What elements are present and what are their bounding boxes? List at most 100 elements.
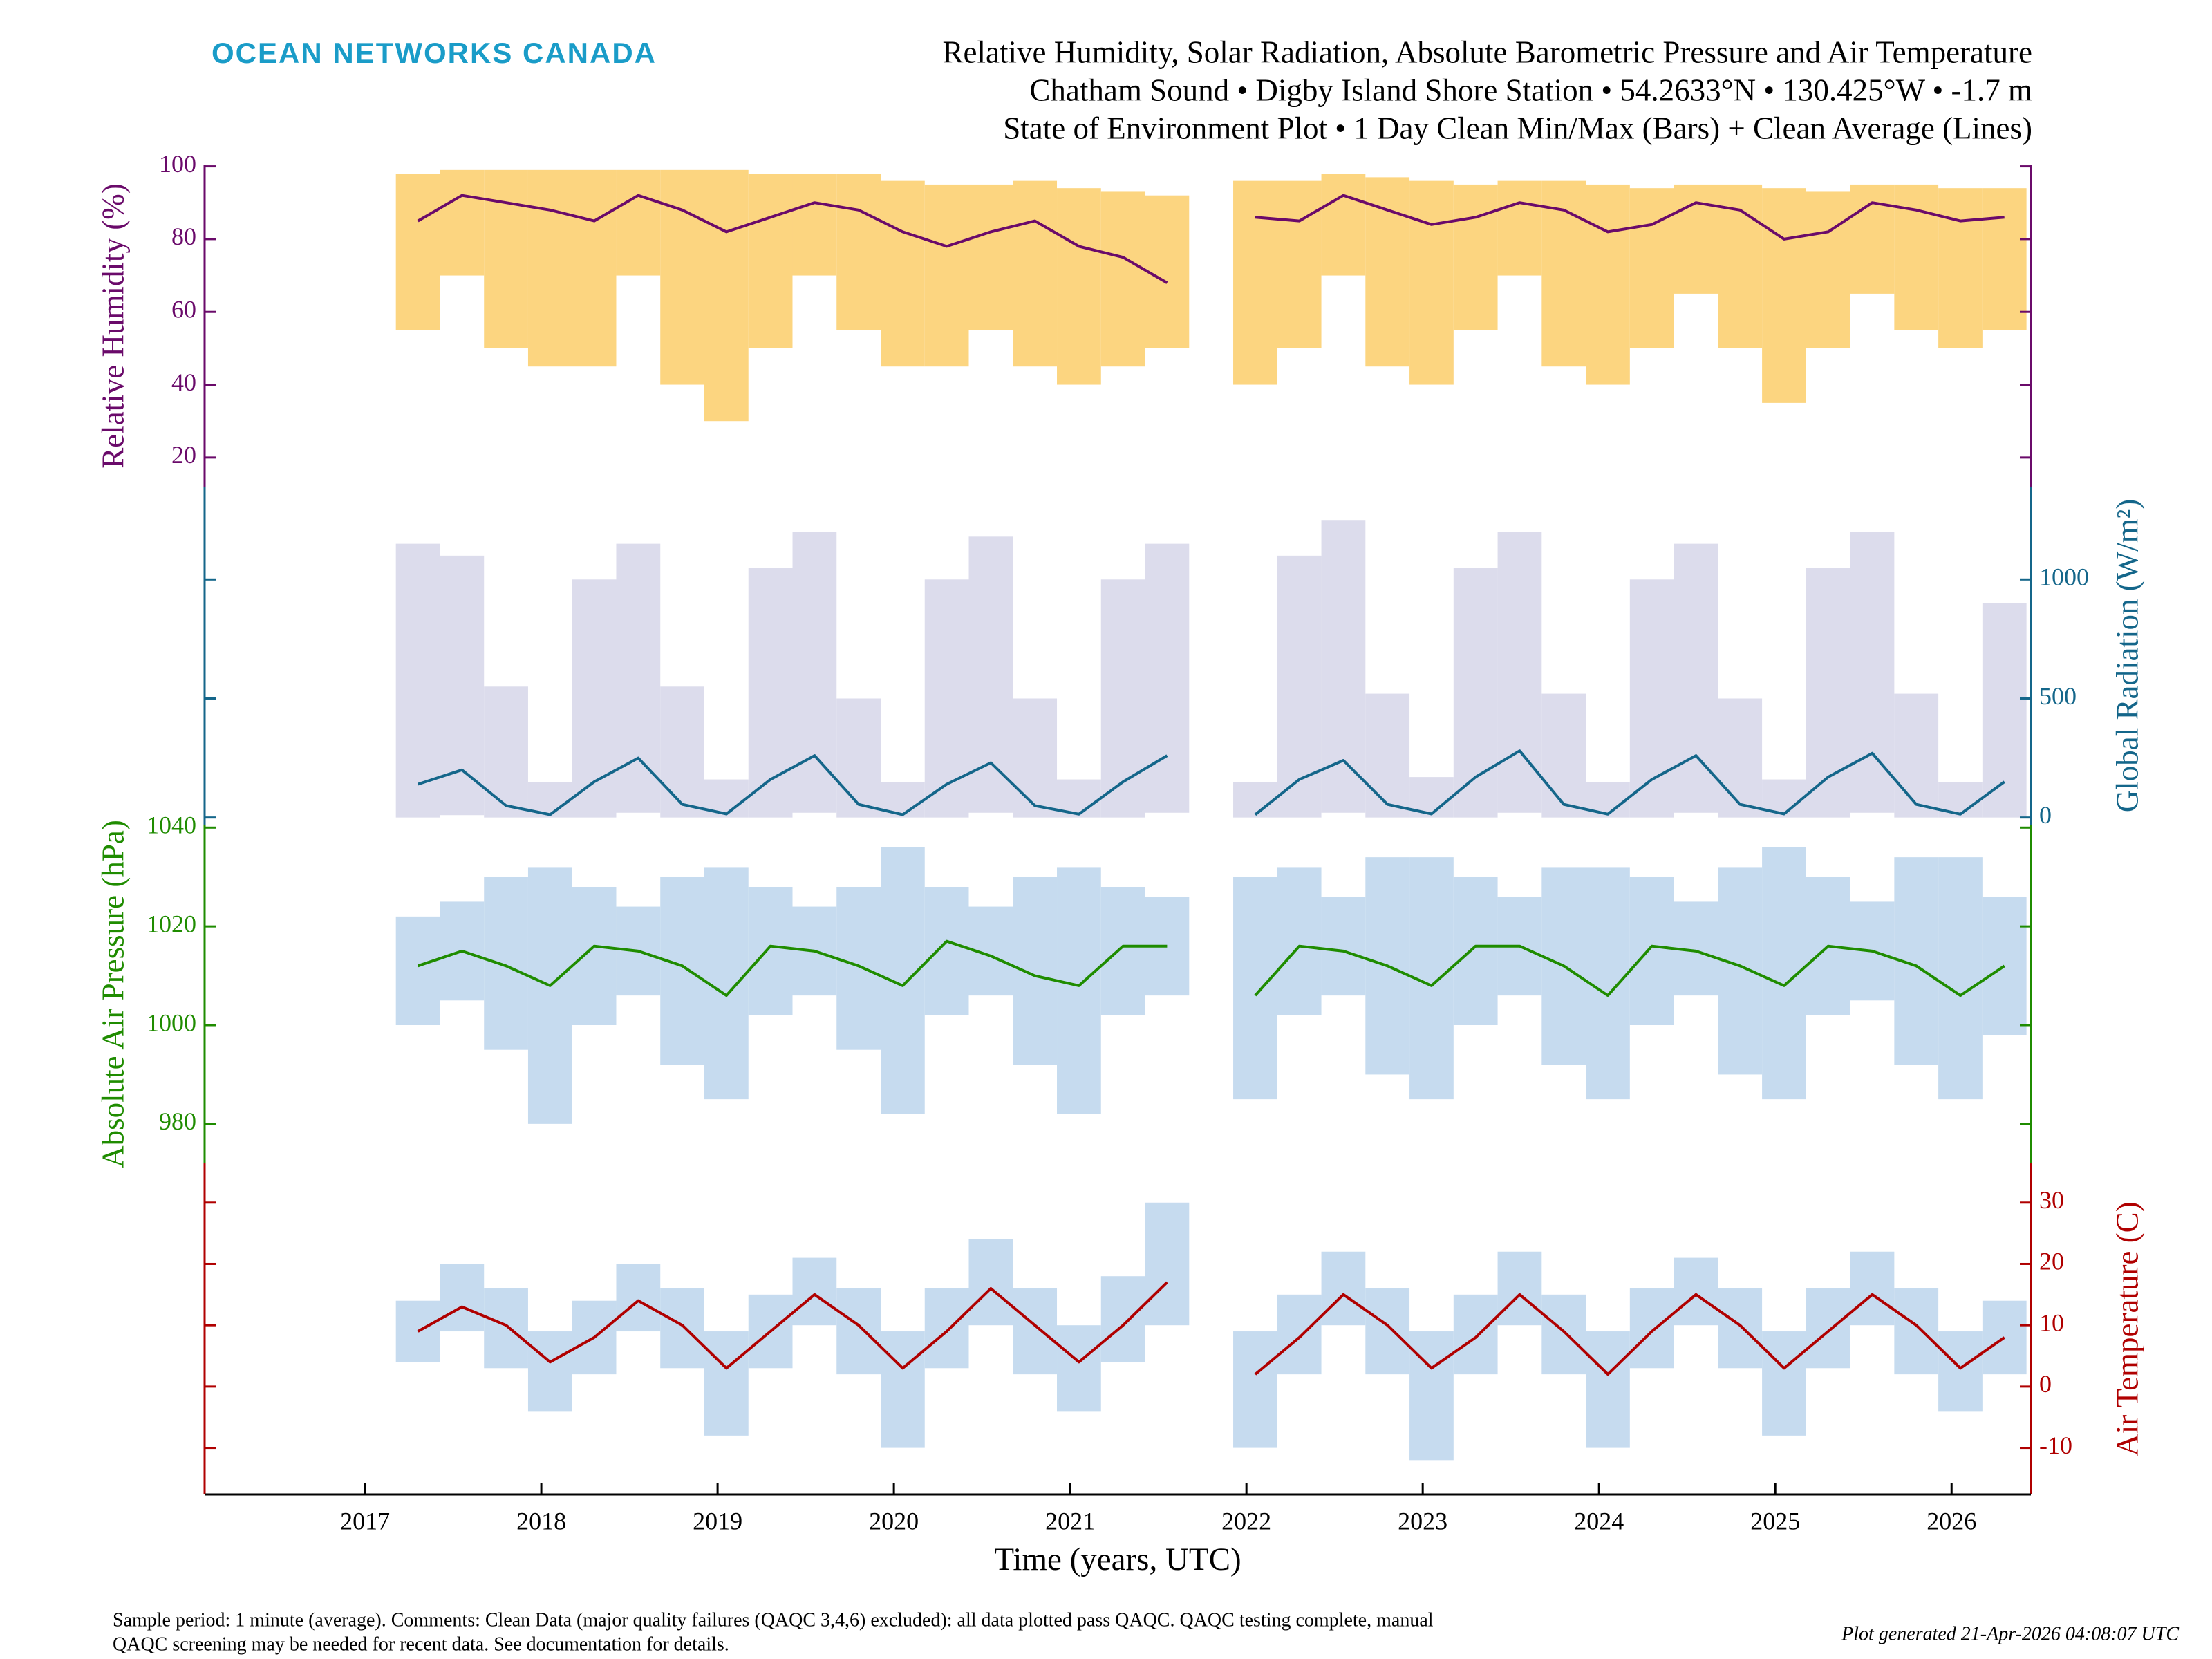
min-max-bar (1982, 897, 2027, 1035)
footnote: QAQC screening may be needed for recent … (113, 1633, 729, 1655)
min-max-bar (1057, 867, 1101, 1114)
min-max-bar (1806, 568, 1850, 818)
min-max-bar (748, 887, 793, 1015)
min-max-bar (1100, 579, 1145, 818)
y-tick-label: 980 (159, 1107, 196, 1135)
x-tick-label: 2020 (869, 1507, 919, 1535)
min-max-bar (1321, 520, 1366, 813)
y-tick-label: 1000 (2039, 563, 2089, 591)
min-max-bar (395, 1300, 440, 1362)
min-max-bar (1100, 1276, 1145, 1362)
min-max-bar (748, 174, 793, 348)
min-max-bar (484, 169, 528, 348)
min-max-bar (704, 169, 749, 422)
min-max-bar (1541, 180, 1586, 367)
y-tick-label: 0 (2039, 801, 2052, 829)
x-tick-label: 2026 (1927, 1507, 1976, 1535)
x-axis-label: Time (years, UTC) (994, 1541, 1241, 1577)
min-max-bar (1982, 603, 2027, 818)
min-max-bar (836, 1288, 881, 1375)
x-tick-label: 2018 (516, 1507, 566, 1535)
min-max-bar (748, 568, 793, 818)
min-max-bar (1100, 191, 1145, 367)
min-max-bar (1938, 188, 1983, 348)
x-tick-label: 2021 (1045, 1507, 1095, 1535)
min-max-bar (527, 867, 572, 1124)
logo: OCEAN NETWORKS CANADA (212, 37, 657, 69)
min-max-bar (440, 169, 485, 276)
min-max-bar (1057, 188, 1101, 385)
min-max-bar (1233, 877, 1277, 1100)
min-max-bar (1586, 867, 1630, 1100)
min-max-bar (1057, 1325, 1101, 1412)
min-max-bar (1762, 1331, 1806, 1436)
min-max-bar (1453, 877, 1498, 1025)
min-max-bar (1013, 877, 1058, 1065)
min-max-bar (1806, 1288, 1850, 1369)
y-tick-label: 100 (159, 150, 196, 178)
y-tick-label: 40 (171, 368, 196, 396)
min-max-bar (572, 887, 617, 1025)
x-tick-label: 2022 (1221, 1507, 1271, 1535)
min-max-bar (1850, 1251, 1895, 1326)
x-tick-label: 2023 (1398, 1507, 1447, 1535)
x-tick-label: 2017 (340, 1507, 390, 1535)
y-axis-label: Global Radiation (W/m²) (2110, 499, 2144, 812)
min-max-bar (704, 1331, 749, 1436)
x-tick-label: 2024 (1574, 1507, 1624, 1535)
y-tick-label: 0 (2039, 1370, 2052, 1398)
min-max-bar (1013, 1288, 1058, 1375)
min-max-bar (572, 579, 617, 818)
min-max-bar (792, 174, 837, 276)
min-max-bar (1321, 1251, 1366, 1326)
min-max-bar (1982, 188, 2027, 330)
min-max-bar (968, 1239, 1013, 1326)
min-max-bar (1938, 782, 1983, 818)
average-line (417, 749, 2005, 816)
min-max-bar (616, 543, 661, 813)
min-max-bar (836, 887, 881, 1050)
chart-title: Relative Humidity, Solar Radiation, Abso… (943, 35, 2033, 69)
min-max-bar (1982, 1300, 2027, 1375)
footnote: Sample period: 1 minute (average). Comme… (113, 1609, 1434, 1631)
y-tick-label: 60 (171, 295, 196, 323)
min-max-bar (1586, 782, 1630, 818)
min-max-bar (660, 1288, 704, 1369)
min-max-bar (1277, 180, 1322, 348)
min-max-bar (836, 698, 881, 818)
min-max-bar (1629, 877, 1674, 1025)
min-max-bar (1541, 693, 1586, 818)
y-tick-label: 1040 (147, 812, 196, 839)
y-tick-label: 1020 (147, 910, 196, 937)
min-max-bar (1100, 887, 1145, 1015)
min-max-bar (660, 169, 704, 385)
min-max-bar (527, 169, 572, 367)
min-max-bar (1321, 897, 1366, 996)
chart-subtitle: State of Environment Plot • 1 Day Clean … (1003, 111, 2032, 145)
min-max-bar (527, 1331, 572, 1412)
min-max-bar (1233, 180, 1277, 385)
min-max-bar (1850, 532, 1895, 813)
min-max-bar (572, 169, 617, 367)
min-max-bar (440, 555, 485, 816)
y-tick-label: 500 (2039, 682, 2077, 710)
min-max-bar (1586, 184, 1630, 385)
min-max-bar (924, 887, 969, 1015)
y-axis-label: Absolute Air Pressure (hPa) (95, 820, 130, 1168)
min-max-bar (1674, 1257, 1718, 1326)
min-max-bar (395, 543, 440, 818)
min-max-bar (1013, 698, 1058, 818)
y-tick-label: 20 (171, 441, 196, 469)
y-tick-label: 1000 (147, 1009, 196, 1036)
min-max-bar (484, 877, 528, 1050)
min-max-bar (924, 184, 969, 367)
min-max-bar (1233, 1331, 1277, 1448)
y-tick-label: 10 (2039, 1309, 2064, 1336)
min-max-bar (1497, 532, 1542, 813)
min-max-bar (1497, 1251, 1542, 1326)
min-max-bar (1145, 195, 1190, 348)
min-max-bar (968, 536, 1013, 813)
min-max-bar (792, 532, 837, 813)
min-max-bar (1894, 693, 1939, 818)
min-max-bar (1938, 1331, 1983, 1412)
